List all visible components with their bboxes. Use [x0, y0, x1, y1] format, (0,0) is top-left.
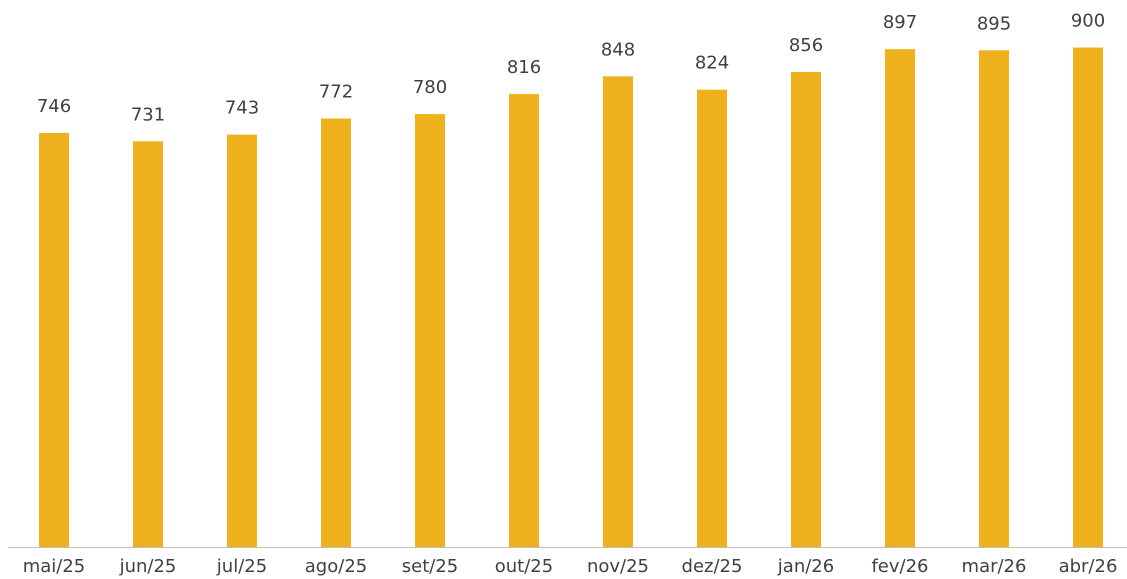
bar — [39, 132, 69, 547]
bar — [509, 94, 539, 548]
bar — [227, 134, 257, 547]
x-tick-label: jun/25 — [119, 556, 177, 577]
data-label: 772 — [319, 82, 353, 103]
bar — [791, 71, 821, 548]
bar — [603, 76, 633, 548]
bar — [1073, 47, 1103, 547]
data-label: 780 — [413, 77, 447, 98]
data-label: 856 — [789, 35, 823, 56]
bar — [321, 118, 351, 547]
data-label: 824 — [695, 53, 729, 74]
bar — [697, 89, 727, 548]
x-tick-label: jul/25 — [216, 556, 267, 577]
bar — [415, 114, 445, 547]
data-label: 746 — [37, 96, 71, 117]
x-tick-label: mai/25 — [23, 556, 86, 577]
data-label: 816 — [507, 57, 541, 78]
data-label: 900 — [1071, 11, 1105, 32]
bar — [133, 141, 163, 548]
data-label: 743 — [225, 98, 259, 119]
bar — [979, 50, 1009, 548]
data-label: 848 — [601, 39, 635, 60]
data-label: 731 — [131, 104, 165, 125]
x-tick-label: nov/25 — [587, 556, 649, 577]
data-label: 895 — [977, 13, 1011, 34]
x-tick-label: mar/26 — [962, 556, 1027, 577]
x-tick-label: out/25 — [495, 556, 553, 577]
x-tick-label: ago/25 — [305, 556, 367, 577]
x-tick-label: jan/26 — [777, 556, 834, 577]
x-tick-label: fev/26 — [871, 556, 928, 577]
x-tick-label: abr/26 — [1059, 556, 1118, 577]
x-tick-label: dez/25 — [682, 556, 743, 577]
data-label: 897 — [883, 12, 917, 33]
x-tick-label: set/25 — [402, 556, 458, 577]
bar — [885, 49, 915, 547]
